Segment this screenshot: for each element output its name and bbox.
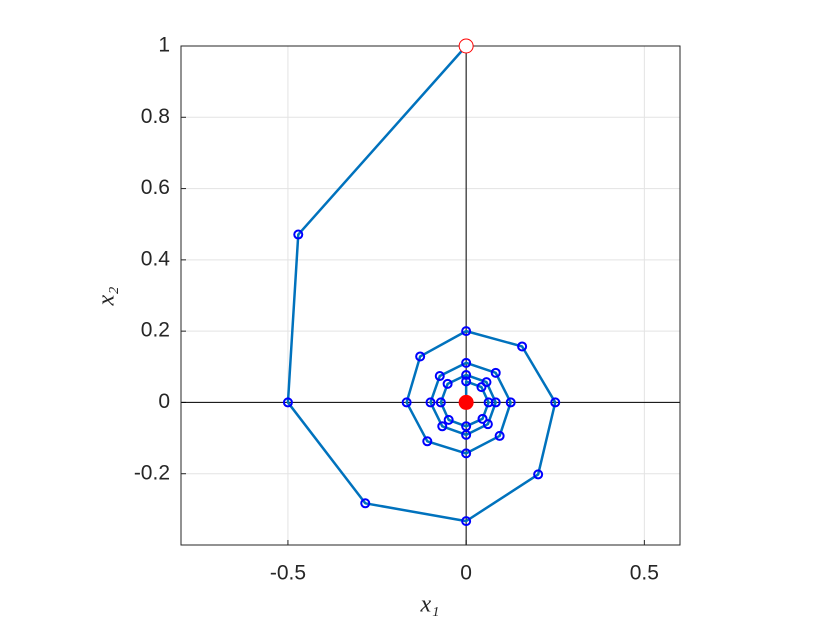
point-marker [533,469,544,480]
point-marker [360,498,371,509]
trajectory-line [286,45,557,523]
point-marker [461,516,472,527]
y-tick-label: 0.8 [141,105,170,128]
point-marker [461,448,472,459]
point-marker [481,377,492,388]
point-marker [477,413,488,424]
point-marker [461,326,472,337]
y-tick-label: 0.2 [141,319,170,342]
y-axis-label: x₂ [94,287,120,307]
end-marker [458,394,474,410]
point-marker [442,378,453,389]
point-marker [443,414,454,425]
point-marker [483,397,494,408]
point-marker [517,341,528,352]
point-marker [282,397,293,408]
point-marker [482,419,493,430]
point-marker [293,229,304,240]
point-marker [490,367,501,378]
point-marker [476,382,487,393]
point-marker [415,351,426,362]
point-marker [401,397,412,408]
x-tick-label: 0 [460,562,472,585]
x-tick-label: 0.5 [630,562,659,585]
point-marker [434,371,445,382]
y-tick-label: 0.4 [141,247,171,270]
start-marker [458,38,474,54]
y-tick-label: 1 [158,34,170,57]
point-marker [461,421,472,432]
point-marker [425,397,436,408]
point-marker [437,421,448,432]
y-tick-label: -0.2 [134,461,170,484]
plot-frame [180,45,681,546]
point-marker [435,397,446,408]
y-tick-label: 0.6 [141,176,170,199]
y-tick-label: 0 [158,390,170,413]
x-tick-label: -0.5 [270,562,306,585]
point-marker [461,357,472,368]
point-marker [461,376,472,387]
point-marker [494,430,505,441]
point-marker [422,436,433,447]
x-axis-label: x₁ [420,592,440,618]
point-marker [505,397,516,408]
point-marker [461,369,472,380]
point-marker [550,397,561,408]
